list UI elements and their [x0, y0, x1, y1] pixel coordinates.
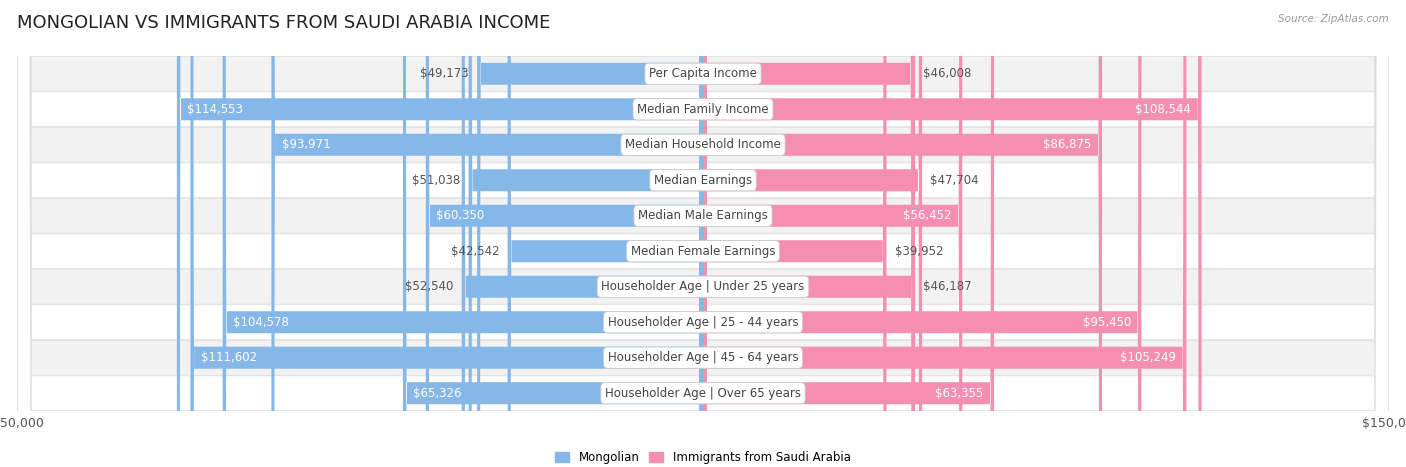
Text: Per Capita Income: Per Capita Income — [650, 67, 756, 80]
Text: Median Household Income: Median Household Income — [626, 138, 780, 151]
FancyBboxPatch shape — [703, 0, 994, 467]
Text: $42,542: $42,542 — [451, 245, 499, 258]
FancyBboxPatch shape — [177, 0, 703, 467]
FancyBboxPatch shape — [703, 0, 1187, 467]
FancyBboxPatch shape — [703, 0, 1202, 467]
Text: $49,173: $49,173 — [420, 67, 468, 80]
Text: $95,450: $95,450 — [1083, 316, 1130, 329]
FancyBboxPatch shape — [17, 0, 1389, 467]
Text: $105,249: $105,249 — [1121, 351, 1175, 364]
Text: Householder Age | Under 25 years: Householder Age | Under 25 years — [602, 280, 804, 293]
Text: $108,544: $108,544 — [1135, 103, 1191, 116]
Text: Median Family Income: Median Family Income — [637, 103, 769, 116]
FancyBboxPatch shape — [508, 0, 703, 467]
Text: $46,187: $46,187 — [924, 280, 972, 293]
FancyBboxPatch shape — [17, 0, 1389, 467]
FancyBboxPatch shape — [703, 0, 922, 467]
Text: $52,540: $52,540 — [405, 280, 453, 293]
Text: $51,038: $51,038 — [412, 174, 460, 187]
FancyBboxPatch shape — [468, 0, 703, 467]
FancyBboxPatch shape — [17, 0, 1389, 467]
Text: $60,350: $60,350 — [436, 209, 485, 222]
Text: Source: ZipAtlas.com: Source: ZipAtlas.com — [1278, 14, 1389, 24]
FancyBboxPatch shape — [271, 0, 703, 467]
Text: Householder Age | 45 - 64 years: Householder Age | 45 - 64 years — [607, 351, 799, 364]
Text: $39,952: $39,952 — [894, 245, 943, 258]
FancyBboxPatch shape — [461, 0, 703, 467]
Text: Median Earnings: Median Earnings — [654, 174, 752, 187]
Legend: Mongolian, Immigrants from Saudi Arabia: Mongolian, Immigrants from Saudi Arabia — [551, 446, 855, 467]
Text: $114,553: $114,553 — [187, 103, 243, 116]
Text: Median Male Earnings: Median Male Earnings — [638, 209, 768, 222]
Text: $104,578: $104,578 — [233, 316, 288, 329]
Text: $56,452: $56,452 — [904, 209, 952, 222]
Text: Householder Age | 25 - 44 years: Householder Age | 25 - 44 years — [607, 316, 799, 329]
FancyBboxPatch shape — [17, 0, 1389, 467]
FancyBboxPatch shape — [17, 0, 1389, 467]
FancyBboxPatch shape — [703, 0, 887, 467]
FancyBboxPatch shape — [703, 0, 962, 467]
Text: $65,326: $65,326 — [413, 387, 461, 400]
Text: $46,008: $46,008 — [922, 67, 972, 80]
Text: $111,602: $111,602 — [201, 351, 257, 364]
FancyBboxPatch shape — [703, 0, 1142, 467]
FancyBboxPatch shape — [426, 0, 703, 467]
FancyBboxPatch shape — [190, 0, 703, 467]
FancyBboxPatch shape — [17, 0, 1389, 467]
FancyBboxPatch shape — [17, 0, 1389, 467]
FancyBboxPatch shape — [17, 0, 1389, 467]
FancyBboxPatch shape — [222, 0, 703, 467]
FancyBboxPatch shape — [17, 0, 1389, 467]
Text: $93,971: $93,971 — [281, 138, 330, 151]
Text: $63,355: $63,355 — [935, 387, 984, 400]
Text: $47,704: $47,704 — [931, 174, 979, 187]
FancyBboxPatch shape — [703, 0, 1102, 467]
Text: $86,875: $86,875 — [1043, 138, 1091, 151]
FancyBboxPatch shape — [477, 0, 703, 467]
FancyBboxPatch shape — [703, 0, 914, 467]
Text: Median Female Earnings: Median Female Earnings — [631, 245, 775, 258]
FancyBboxPatch shape — [17, 0, 1389, 467]
Text: Householder Age | Over 65 years: Householder Age | Over 65 years — [605, 387, 801, 400]
Text: MONGOLIAN VS IMMIGRANTS FROM SAUDI ARABIA INCOME: MONGOLIAN VS IMMIGRANTS FROM SAUDI ARABI… — [17, 14, 550, 32]
FancyBboxPatch shape — [404, 0, 703, 467]
FancyBboxPatch shape — [703, 0, 915, 467]
